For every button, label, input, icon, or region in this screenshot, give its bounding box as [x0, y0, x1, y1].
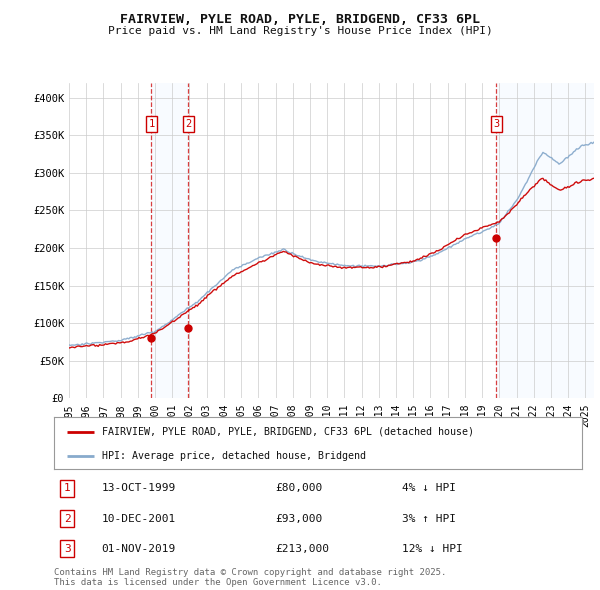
Text: 12% ↓ HPI: 12% ↓ HPI [403, 544, 463, 554]
Text: 13-OCT-1999: 13-OCT-1999 [101, 483, 176, 493]
Text: Price paid vs. HM Land Registry's House Price Index (HPI): Price paid vs. HM Land Registry's House … [107, 26, 493, 36]
Text: £93,000: £93,000 [276, 514, 323, 524]
Bar [151, 83, 188, 398]
Text: 2: 2 [185, 119, 191, 129]
Text: 2: 2 [64, 514, 71, 524]
Text: 3: 3 [64, 544, 71, 554]
Text: 4% ↓ HPI: 4% ↓ HPI [403, 483, 457, 493]
Text: 3: 3 [493, 119, 500, 129]
Bar [496, 83, 594, 398]
Text: £213,000: £213,000 [276, 544, 330, 554]
Text: £80,000: £80,000 [276, 483, 323, 493]
Text: FAIRVIEW, PYLE ROAD, PYLE, BRIDGEND, CF33 6PL (detached house): FAIRVIEW, PYLE ROAD, PYLE, BRIDGEND, CF3… [101, 427, 473, 437]
Text: 3% ↑ HPI: 3% ↑ HPI [403, 514, 457, 524]
Text: FAIRVIEW, PYLE ROAD, PYLE, BRIDGEND, CF33 6PL: FAIRVIEW, PYLE ROAD, PYLE, BRIDGEND, CF3… [120, 13, 480, 26]
Text: Contains HM Land Registry data © Crown copyright and database right 2025.
This d: Contains HM Land Registry data © Crown c… [54, 568, 446, 587]
Text: 10-DEC-2001: 10-DEC-2001 [101, 514, 176, 524]
Text: HPI: Average price, detached house, Bridgend: HPI: Average price, detached house, Brid… [101, 451, 365, 461]
Text: 01-NOV-2019: 01-NOV-2019 [101, 544, 176, 554]
Text: 1: 1 [148, 119, 155, 129]
Text: 1: 1 [64, 483, 71, 493]
